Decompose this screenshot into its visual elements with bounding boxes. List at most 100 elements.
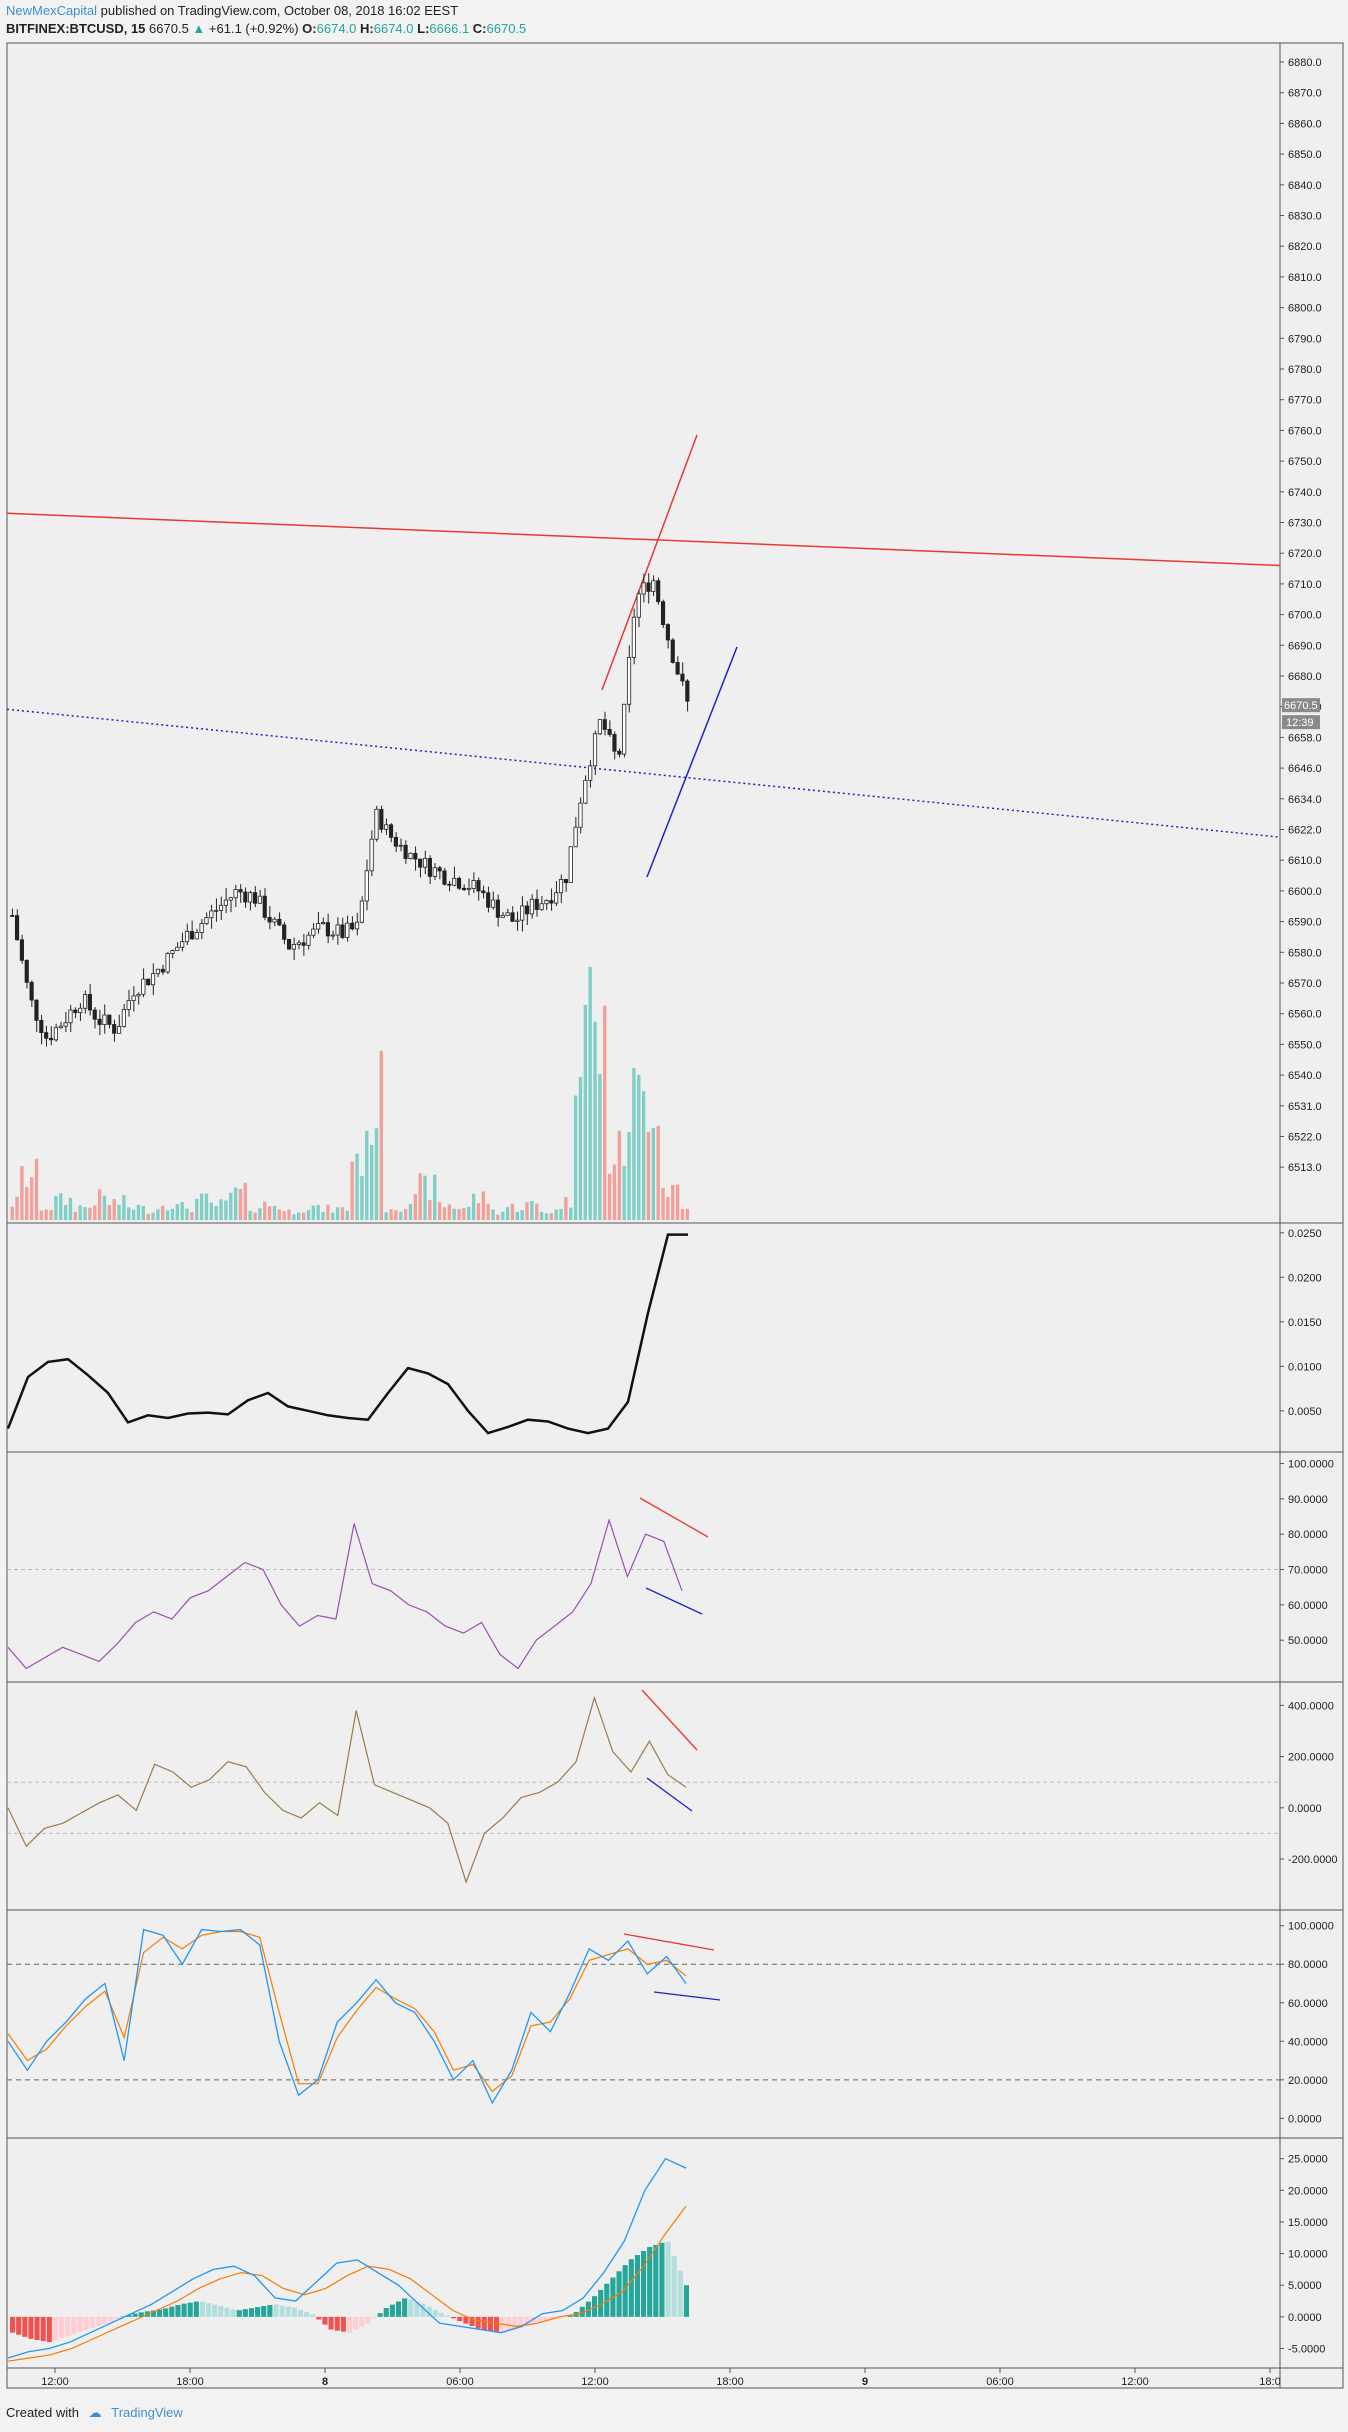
macd-histogram-bar [444,2315,451,2317]
candle [126,989,131,1017]
price-tick-label: 6634.0 [1288,794,1322,806]
close-label: C: [472,21,487,36]
author-link[interactable]: NewMexCapital [6,3,98,18]
candle-body [291,944,296,950]
macd-histogram-bar [273,2304,279,2317]
candle-body [418,858,423,868]
tradingview-brand[interactable]: TradingView [111,2405,183,2420]
candle-body [461,887,466,891]
macd-histogram-bar [383,2307,389,2317]
macd-histogram-bar [138,2312,144,2317]
candle-body [214,909,219,912]
volume-bar [282,1211,286,1220]
macd-tick-label: 20.0000 [1288,2185,1328,2197]
candle [631,608,636,665]
macd-histogram-bar [285,2306,291,2317]
candle-body [612,734,617,752]
candle [520,896,525,932]
candle-body [544,900,549,905]
cci-tick-label: -200.0000 [1288,1854,1338,1866]
volume-bar [685,1208,689,1220]
volatility-tick-label: 0.0250 [1288,1228,1322,1240]
macd-histogram-bar [451,2316,457,2319]
candle-body [228,897,233,901]
candle-body [73,1009,78,1014]
candle-body [452,877,457,886]
candle-body [68,1009,73,1024]
candle-body [573,826,578,848]
candle [549,888,554,911]
candle-body [204,917,209,924]
volume-bar [185,1208,189,1220]
volume-bar [374,1128,379,1220]
macd-histogram-bar [487,2316,493,2332]
candle [622,703,627,758]
volatility-tick-label: 0.0050 [1288,1406,1322,1418]
macd-histogram-bar [438,2312,444,2317]
volume-bar [530,1200,534,1220]
macd-histogram-bar [89,2316,95,2328]
macd-histogram-bar [206,2303,212,2317]
candle [607,720,612,737]
volatility-tick-label: 0.0150 [1288,1317,1322,1329]
candle-body [262,895,267,918]
macd-histogram-bar [432,2309,438,2317]
volume-bar [156,1209,160,1220]
price-tick-label: 6790.0 [1288,333,1322,345]
macd-histogram-bar [163,2308,169,2317]
volume-bar [496,1214,500,1220]
stoch-divergence-blue [653,1991,721,2001]
publisher-line: NewMexCapital published on TradingView.c… [6,3,458,18]
chart-canvas[interactable]: 6880.0 6870.0 6860.0 6850.0 6840.0 6830.0 6820… [0,40,1348,2420]
cci-tick-label: 400.0000 [1288,1700,1334,1712]
macd-histogram-bar [224,2307,230,2317]
symbol-label: BITFINEX:BTCUSD, 15 [6,21,146,36]
volume-bar [394,1210,398,1220]
candle-body [267,916,272,923]
candle-body [408,852,413,859]
volume-bar [637,1074,641,1220]
footer: Created with ☁ TradingView [6,2405,183,2421]
candle [335,917,340,945]
volume-bar [15,1196,19,1220]
volume-bar [277,1209,281,1220]
candle [170,949,175,959]
volume-bar [369,1144,374,1220]
volume-bar [63,1205,68,1220]
macd-histogram-bar [187,2302,193,2317]
price-tick-label: 6690.0 [1288,640,1322,652]
time-tick-label: 12:00 [581,2376,609,2388]
cci-divergence-blue [646,1777,693,1812]
candle-body [481,890,486,894]
volume-bar [20,1165,24,1220]
macd-histogram-bar [132,2313,138,2317]
volume-bar [573,1095,578,1220]
macd-histogram-bar [126,2314,132,2317]
candle [228,896,233,913]
volume-bar [671,1185,675,1220]
candle-body [364,870,369,902]
candle-body [78,1007,83,1014]
volume-bar [646,1131,651,1220]
volume-bar [603,1005,607,1220]
macd-histogram-bar [567,2315,573,2317]
candle [660,599,666,628]
candle [19,934,24,964]
volume-bar [29,1177,34,1220]
volume-bar [452,1208,456,1220]
candle [24,959,29,989]
candle [277,912,282,926]
candle [345,915,350,942]
volume-bar [233,1187,238,1220]
candle [282,921,287,945]
volume-bar [83,1207,87,1220]
volume-bar [340,1207,345,1220]
candle [97,1009,102,1036]
candle [223,887,228,914]
macd-histogram-bar [555,2316,561,2320]
candle-body [209,910,214,919]
macd-histogram-bar [408,2299,414,2317]
macd-histogram-bar [150,2310,157,2317]
volume-bar [136,1204,141,1220]
candle-body [165,953,170,973]
